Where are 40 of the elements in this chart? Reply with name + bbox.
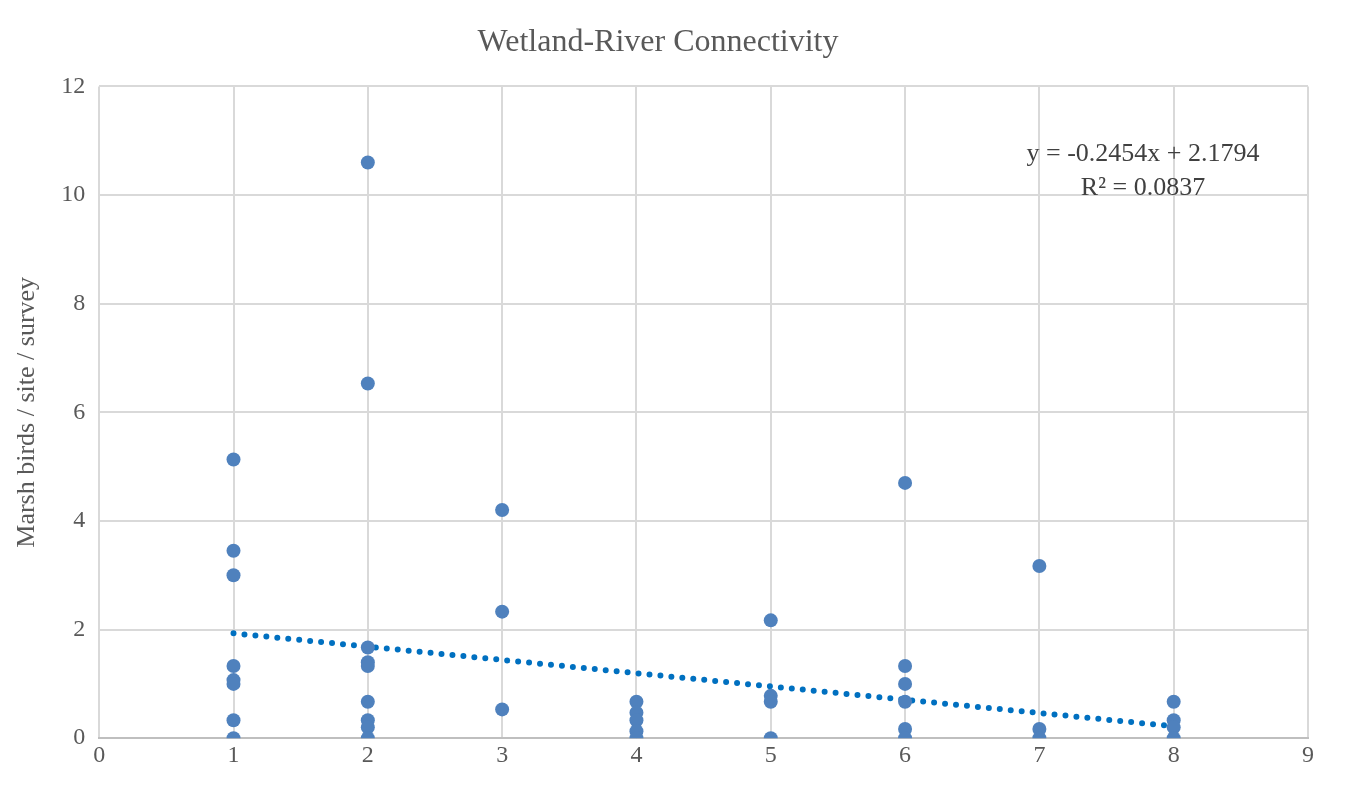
x-tick-label: 3 <box>496 740 509 767</box>
point <box>1032 559 1047 574</box>
x-tick-label: 7 <box>1033 740 1046 767</box>
point <box>495 604 510 619</box>
y-axis-title: Marsh birds / site / survey <box>11 276 41 548</box>
point <box>898 694 913 709</box>
point <box>360 155 375 170</box>
y-tick-label: 10 <box>61 180 86 207</box>
point <box>898 475 913 490</box>
point <box>1166 694 1181 709</box>
x-tick-label: 5 <box>764 740 777 767</box>
y-tick-label: 12 <box>61 71 86 98</box>
point <box>763 613 778 628</box>
point <box>226 658 241 673</box>
point <box>226 568 241 583</box>
point <box>360 640 375 655</box>
y-tick-label: 6 <box>73 397 86 424</box>
point <box>495 503 510 518</box>
point <box>226 713 241 728</box>
point <box>360 376 375 391</box>
chart-title: Wetland-River Connectivity <box>477 21 839 58</box>
x-tick-label: 2 <box>361 740 374 767</box>
x-tick-label: 4 <box>630 740 643 767</box>
y-tick-label: 4 <box>73 506 86 533</box>
y-tick-label: 2 <box>73 614 86 641</box>
x-tick-label: 1 <box>227 740 240 767</box>
annotation: R² = 0.0837 <box>1080 172 1206 202</box>
x-tick-label: 6 <box>899 740 912 767</box>
point <box>898 658 913 673</box>
y-tick-label: 8 <box>73 288 86 315</box>
point <box>898 676 913 691</box>
x-tick-label: 8 <box>1167 740 1180 767</box>
annotation: y = -0.2454x + 2.1794 <box>1026 138 1260 168</box>
y-tick-label: 0 <box>73 723 86 750</box>
x-tick-label: 9 <box>1302 740 1314 767</box>
point <box>226 452 241 467</box>
point <box>495 702 510 717</box>
point <box>360 694 375 709</box>
x-tick-label: 0 <box>93 740 106 767</box>
point <box>226 543 241 558</box>
